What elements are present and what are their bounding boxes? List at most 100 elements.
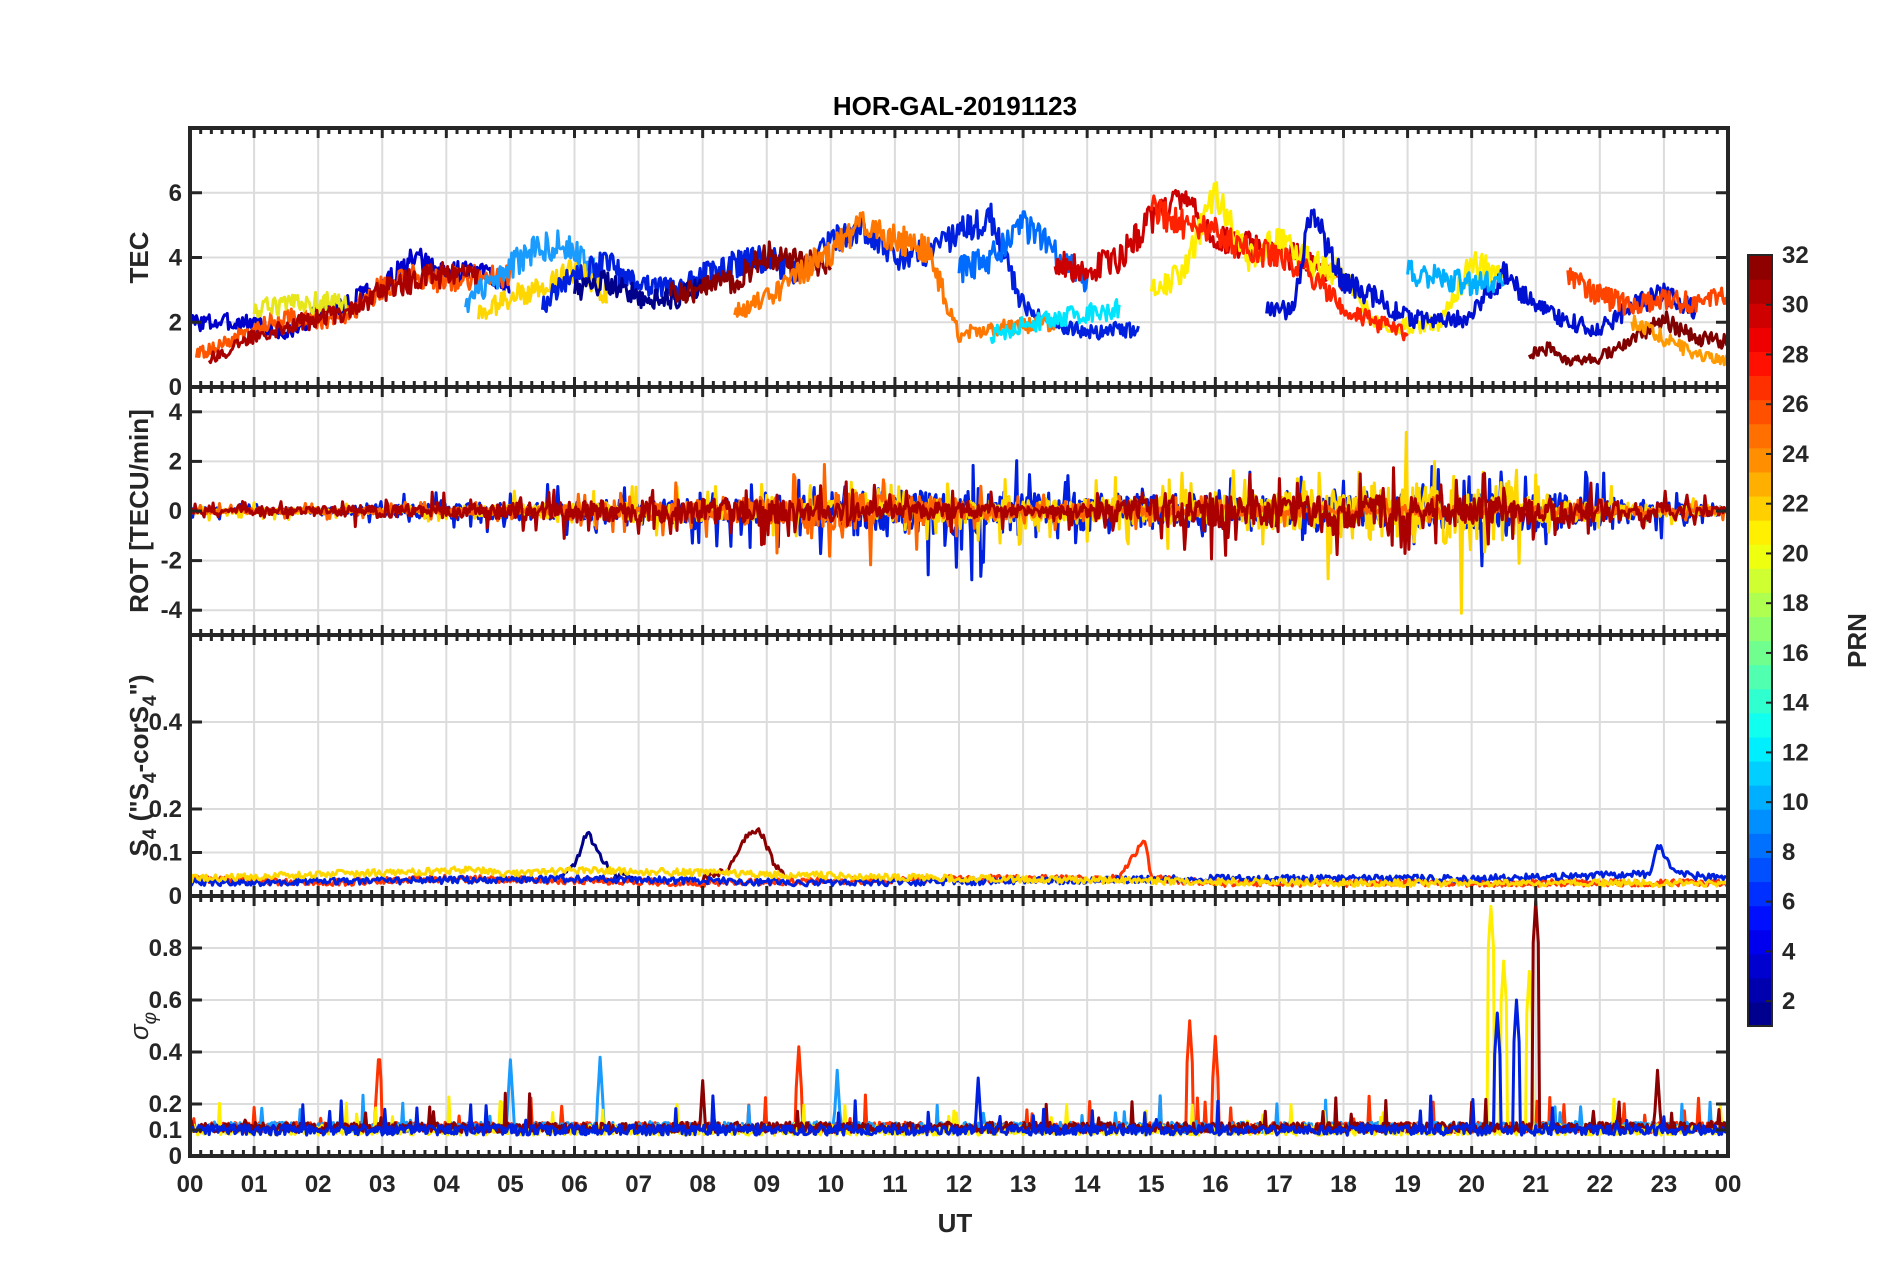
colorbar-segment [1748, 664, 1772, 690]
y-tick-label: 4 [169, 245, 183, 272]
colorbar-segment [1748, 568, 1772, 593]
x-tick-label: 07 [625, 1171, 652, 1198]
colorbar-tick-label: 2 [1782, 988, 1795, 1015]
series-line-prn-26 [1566, 267, 1728, 316]
colorbar-segment [1748, 616, 1772, 642]
colorbar-tick-label: 18 [1782, 590, 1809, 617]
series-line-prn-30 [207, 261, 480, 365]
y-tick-label: 2 [169, 448, 182, 475]
colorbar-segment [1748, 520, 1772, 545]
x-tick-label: 01 [241, 1171, 268, 1198]
y-tick-label: 0.8 [149, 935, 182, 962]
colorbar-tick-label: 24 [1782, 441, 1809, 468]
y-tick-label: 0.2 [149, 1091, 182, 1118]
x-tick-label: 15 [1138, 1171, 1165, 1198]
y-axis-label: ROT [TECU/min] [124, 409, 154, 613]
x-tick-label: 21 [1522, 1171, 1549, 1198]
x-tick-labels: 00 01 02 03 04 05 06 07 08 09 10 11 12 13 14 15 16 17 18 19… [177, 1171, 1742, 1198]
x-tick-label: 04 [433, 1171, 460, 1198]
y-tick-label: 0 [169, 883, 182, 910]
colorbar-segment [1748, 592, 1772, 618]
colorbar-segment [1748, 1001, 1772, 1027]
grid [189, 635, 1729, 897]
series-line-prn-21 [190, 865, 1728, 888]
colorbar-tick-label: 28 [1782, 341, 1809, 368]
series-line-prn-31 [701, 827, 786, 883]
x-tick-label: 08 [689, 1171, 716, 1198]
panel-ROT: -4 -2 0 2 4 ROT [TECU/min] [124, 385, 1730, 637]
x-tick-label: 13 [1010, 1171, 1037, 1198]
colorbar-tick-label: 4 [1782, 938, 1796, 965]
y-tick-label: 0.4 [149, 709, 183, 736]
series-group [190, 827, 1728, 888]
colorbar-tick-label: 32 [1782, 242, 1809, 269]
y-tick-label: 4 [169, 399, 183, 426]
series-line-prn-10 [464, 229, 596, 314]
colorbar-segment [1748, 495, 1772, 521]
series-line-prn-21 [476, 259, 608, 320]
x-tick-label: 16 [1202, 1171, 1229, 1198]
x-tick-label: 00 [1715, 1171, 1742, 1198]
x-tick-label: 11 [882, 1171, 907, 1198]
colorbar-segment [1748, 977, 1772, 1003]
x-tick-label: 18 [1330, 1171, 1357, 1198]
colorbar-tick-label: 20 [1782, 540, 1809, 567]
y-tick-label: 6 [169, 180, 182, 207]
series-group [190, 430, 1728, 615]
x-tick-label: 20 [1458, 1171, 1485, 1198]
colorbar-segment [1748, 760, 1772, 786]
colorbar-segment [1748, 736, 1772, 762]
colorbar-tick-label: 6 [1782, 889, 1795, 916]
series-line-prn-11 [1406, 259, 1505, 297]
y-tick-label: 0.4 [149, 1039, 183, 1066]
x-tick-label: 02 [305, 1171, 332, 1198]
x-axis-label: UT [938, 1208, 973, 1238]
y-axis-label: S4 ("S4-corS4") [124, 674, 161, 856]
series-line-prn-32 [1527, 310, 1728, 367]
y-tick-label: 0 [169, 498, 182, 525]
x-tick-label: 14 [1074, 1171, 1101, 1198]
series-line-prn-3 [190, 247, 511, 340]
series-line-prn-20 [1149, 181, 1506, 335]
axes: 0 2 4 6 [169, 126, 1730, 401]
panel-S4: 0 0.1 0.2 0.4S4 ("S4-corS4") [124, 633, 1730, 910]
colorbar-segment [1748, 471, 1772, 497]
colorbar-segment [1748, 303, 1772, 328]
figure-title: HOR-GAL-20191123 [833, 91, 1077, 121]
x-tick-label: 05 [497, 1171, 524, 1198]
y-axis-label: TEC [124, 231, 154, 283]
y-tick-label: -4 [161, 597, 183, 624]
panel-TEC: 0 2 4 6 TEC [124, 126, 1730, 401]
colorbar-segment [1748, 857, 1772, 883]
colorbar-segment [1748, 809, 1772, 834]
colorbar-segment [1748, 279, 1772, 304]
x-tick-label: 09 [753, 1171, 780, 1198]
colorbar-segment [1748, 375, 1772, 401]
colorbar-tick-label: 8 [1782, 839, 1795, 866]
colorbar-segment [1748, 544, 1772, 569]
x-tick-label: 03 [369, 1171, 396, 1198]
colorbar-segment [1748, 423, 1772, 449]
series-line-prn-23 [1630, 314, 1728, 367]
colorbar-segment [1748, 351, 1772, 377]
colorbar-segment [1748, 785, 1772, 810]
y-tick-label: 0 [169, 374, 182, 401]
y-tick-label: 0.2 [149, 796, 182, 823]
x-tick-label: 23 [1651, 1171, 1678, 1198]
colorbar-segment [1748, 688, 1772, 714]
colorbar-tick-label: 12 [1782, 739, 1809, 766]
colorbar-segment [1748, 447, 1772, 473]
colorbar-segment [1748, 712, 1772, 738]
series-group [190, 181, 1728, 367]
series-line-prn-24 [733, 211, 1057, 343]
colorbar-segment [1748, 929, 1772, 955]
panel-sigma_phi: 00.10.2 0.4 0.6 0.8 σφ [124, 894, 1730, 1170]
series-line-prn-1 [560, 830, 639, 883]
y-tick-label: 0 [169, 1143, 182, 1170]
colorbar-segment [1748, 327, 1772, 352]
colorbar-tick-label: 16 [1782, 640, 1809, 667]
axes: 0 0.1 0.2 0.4 [149, 633, 1730, 910]
